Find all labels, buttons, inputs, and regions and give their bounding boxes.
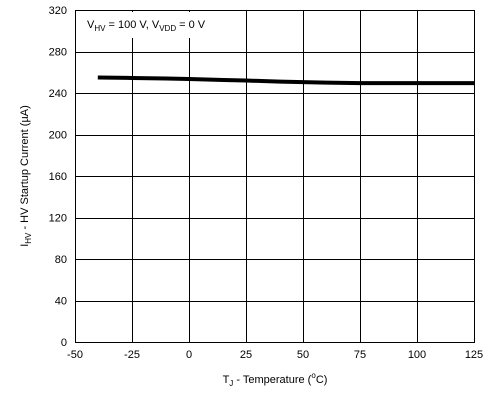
x-tick-label: 100 — [408, 349, 426, 361]
y-tick-label: 200 — [49, 130, 67, 142]
plot-frame — [75, 10, 475, 343]
x-tick-label: 0 — [186, 349, 192, 361]
y-tick-label: 40 — [55, 296, 67, 308]
y-tick-label: 280 — [49, 47, 67, 59]
y-tick-label: 160 — [49, 171, 67, 183]
series-layer — [97, 75, 474, 86]
x-tick-label: 50 — [297, 349, 309, 361]
x-axis-title: TJ - Temperature (oC) — [223, 371, 328, 388]
y-tick-label: 120 — [49, 213, 67, 225]
y-axis-title: IHV - HV Startup Current (µA) — [19, 105, 33, 247]
y-tick-label: 80 — [55, 254, 67, 266]
y-tick-label: 0 — [61, 337, 67, 349]
x-tick-labels: -50 -25 0 25 50 75 100 125 — [67, 349, 483, 361]
x-tick-label: 75 — [354, 349, 366, 361]
horizontal-gridlines — [75, 52, 474, 302]
series-line — [97, 75, 474, 86]
x-tick-label: 125 — [465, 349, 483, 361]
y-tick-label: 240 — [49, 88, 67, 100]
conditions-annotation: VHV = 100 V, VVDD = 0 V — [87, 19, 206, 33]
x-tick-label: 25 — [240, 349, 252, 361]
x-tick-label: -50 — [67, 349, 83, 361]
y-tick-label: 320 — [49, 5, 67, 17]
y-tick-labels: 0 40 80 120 160 200 240 280 320 — [49, 5, 67, 349]
x-tick-label: -25 — [124, 349, 140, 361]
annotation-background — [80, 12, 230, 38]
